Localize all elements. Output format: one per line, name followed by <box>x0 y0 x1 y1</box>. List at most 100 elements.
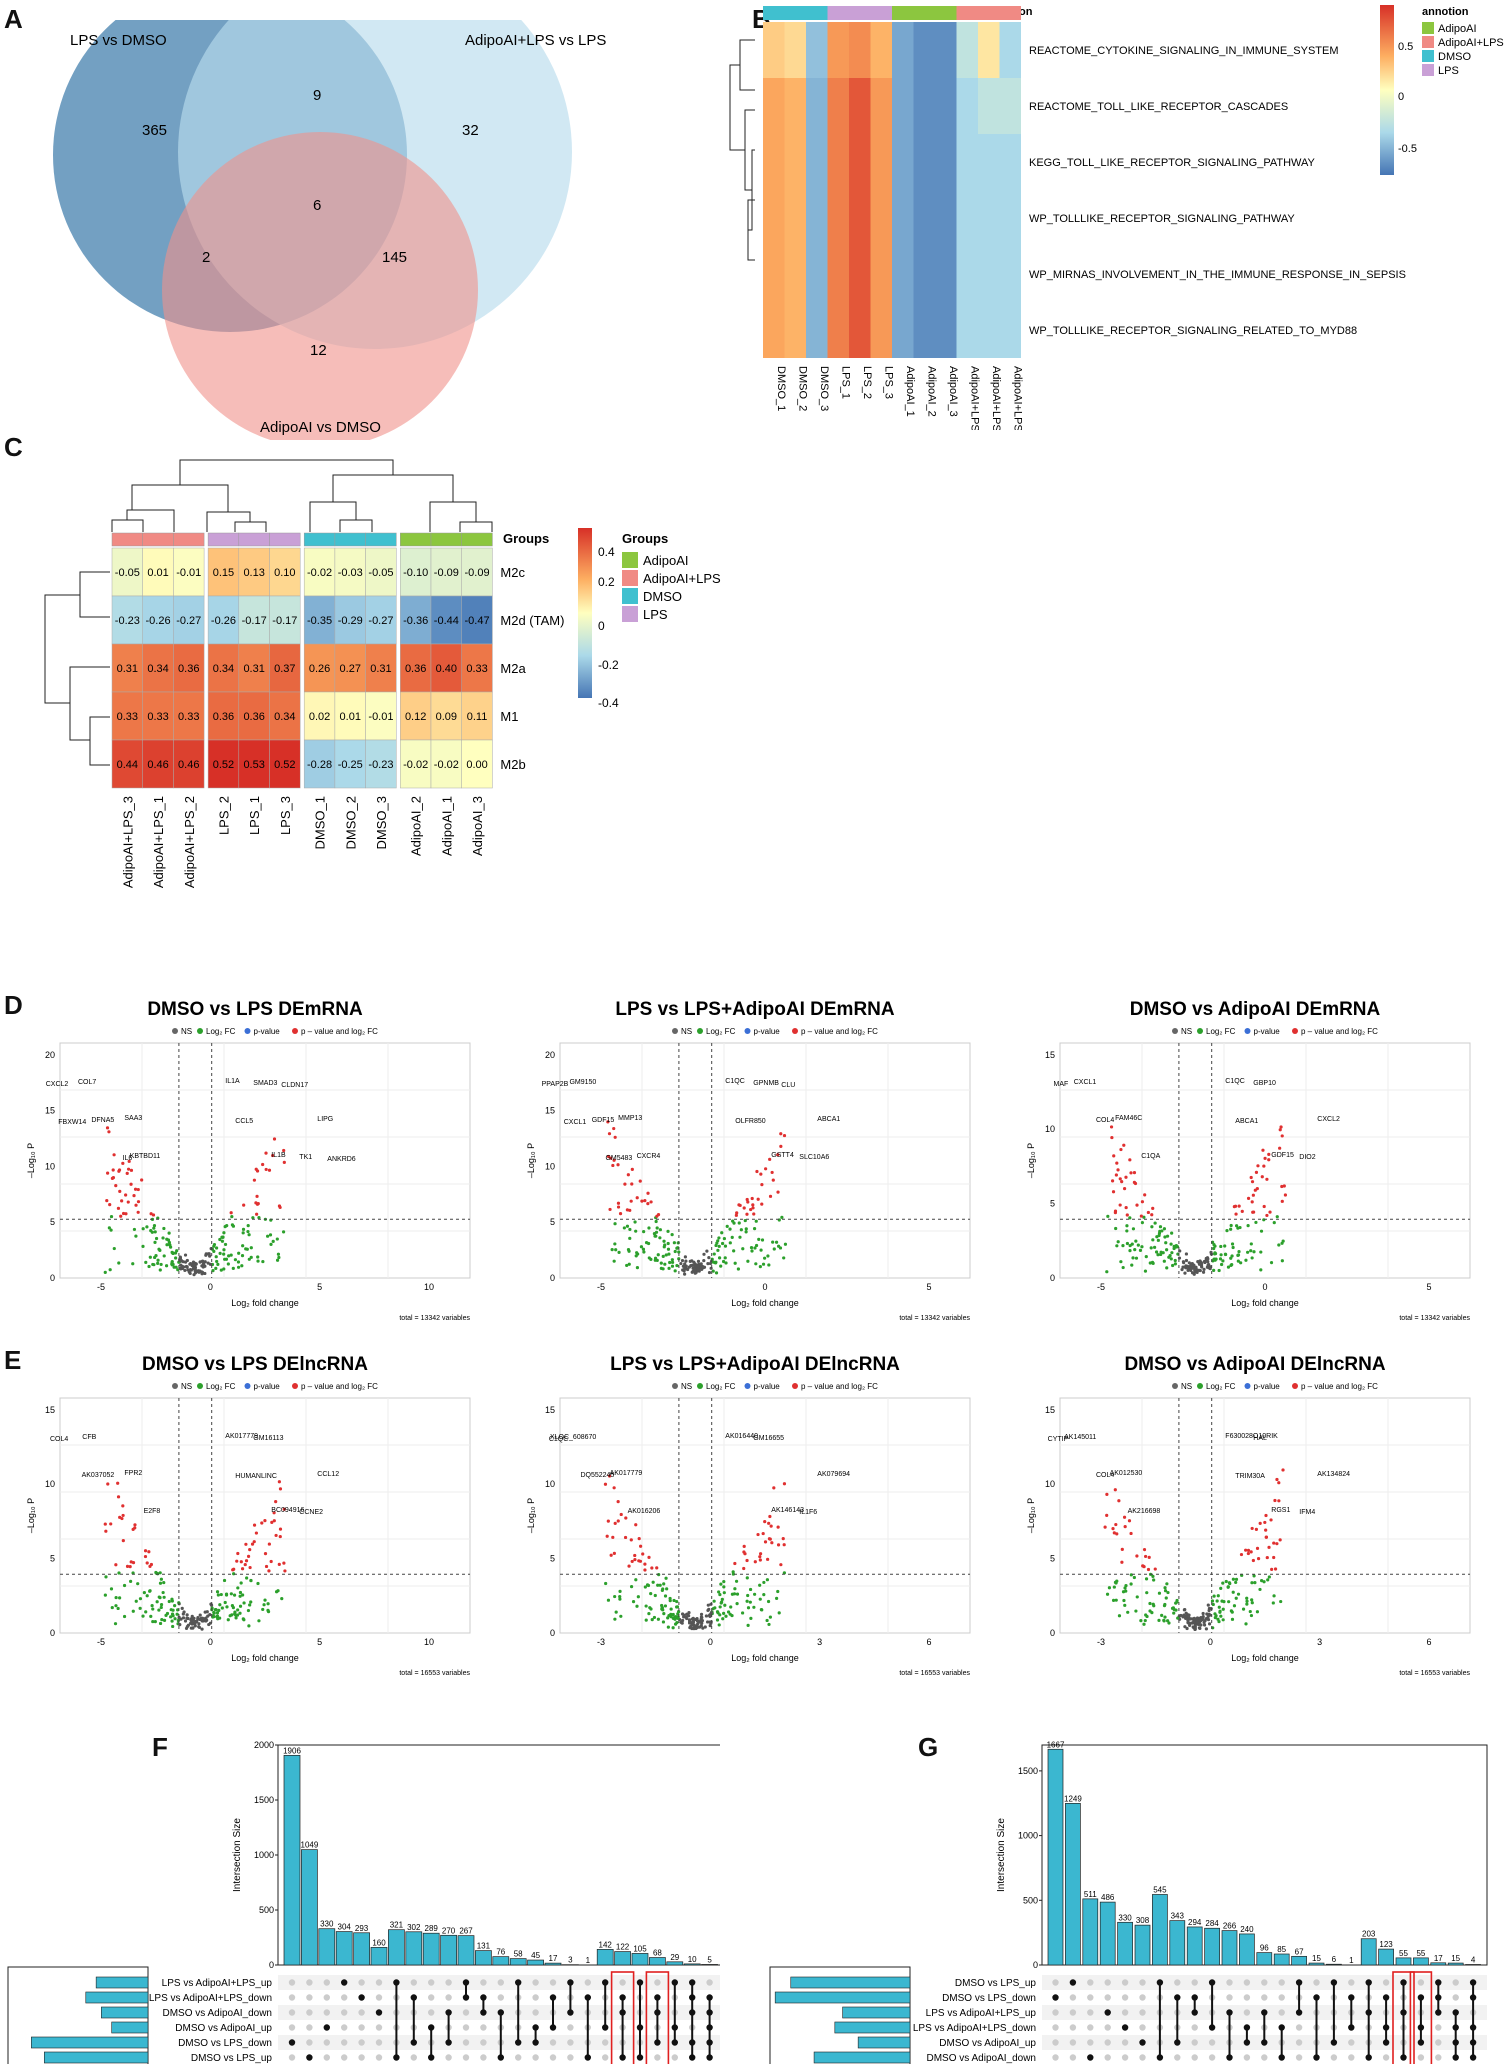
data-point <box>1263 1520 1267 1525</box>
matrix-dot <box>375 2009 383 2016</box>
data-point <box>110 1176 114 1180</box>
column-label: AdipoAI+LPS_2 <box>182 796 197 888</box>
data-point <box>1282 1184 1286 1188</box>
data-point <box>240 1567 245 1571</box>
data-point <box>1212 1268 1216 1272</box>
matrix-dot <box>323 2009 330 2016</box>
data-point <box>644 1241 649 1245</box>
data-point <box>1224 1579 1228 1584</box>
legend-dot <box>1292 1028 1298 1034</box>
data-point <box>109 1228 113 1232</box>
data-point <box>1150 1225 1154 1229</box>
data-point <box>143 1549 148 1553</box>
data-point <box>1195 1620 1199 1624</box>
data-point <box>760 1238 765 1242</box>
data-point <box>1111 1190 1116 1194</box>
gene-label: AK146143 <box>771 1507 804 1514</box>
data-point <box>117 1261 121 1265</box>
bar-value: 96 <box>1260 1944 1269 1953</box>
heatmap-cell <box>978 134 1000 190</box>
data-point <box>116 1495 121 1499</box>
data-point <box>104 1529 108 1533</box>
data-point <box>776 1190 780 1194</box>
highlight-box <box>1392 1971 1415 2064</box>
data-point <box>661 1620 666 1624</box>
data-point <box>1170 1231 1174 1235</box>
data-point <box>162 1618 167 1622</box>
data-point <box>1162 1259 1166 1263</box>
legend-title-b: annotion <box>1422 6 1469 18</box>
intersection-bar <box>1447 1962 1464 1966</box>
data-point <box>222 1578 227 1583</box>
gene-label: CXCL1 <box>564 1119 587 1126</box>
data-point <box>158 1581 163 1585</box>
data-point <box>1236 1592 1241 1596</box>
y-tick: 1500 <box>1018 1766 1038 1776</box>
legend-label: p – value and log₂ FC <box>301 1382 378 1391</box>
matrix-dot <box>1069 2024 1077 2031</box>
data-point <box>1156 1238 1160 1242</box>
x-tick: -5 <box>97 1282 105 1292</box>
data-point <box>1234 1212 1238 1216</box>
data-point <box>1167 1255 1171 1259</box>
data-point <box>1180 1268 1184 1272</box>
data-point <box>751 1206 755 1210</box>
legend-label: p – value and log₂ FC <box>801 1027 878 1036</box>
data-point <box>663 1243 667 1247</box>
data-point <box>1228 1581 1232 1586</box>
data-point <box>778 1246 783 1250</box>
data-point <box>164 1264 169 1268</box>
data-point <box>254 1167 258 1171</box>
data-point <box>1213 1616 1217 1620</box>
cell-value: -0.09 <box>434 567 459 579</box>
data-point <box>656 1583 660 1587</box>
data-point <box>157 1608 161 1612</box>
bar-value: 131 <box>477 1942 491 1951</box>
data-point <box>218 1251 222 1256</box>
column-label: DMSO_1 <box>775 366 787 411</box>
heatmap-cell <box>142 595 174 645</box>
data-point <box>701 1626 705 1630</box>
data-point <box>1283 1193 1288 1197</box>
data-point <box>616 1205 621 1209</box>
group-annotation-cell <box>365 532 397 547</box>
data-point <box>1163 1615 1167 1619</box>
matrix-dot <box>288 1994 296 2001</box>
data-point <box>752 1227 757 1231</box>
data-point <box>158 1621 163 1626</box>
data-point <box>699 1262 703 1267</box>
data-point <box>752 1212 756 1216</box>
set-label: LPS vs AdipoAI+LPS_down <box>913 2023 1036 2034</box>
bar-value: 330 <box>320 1920 334 1929</box>
data-point <box>1206 1603 1210 1607</box>
column-label: LPS_3 <box>882 366 894 399</box>
intersection-bar <box>527 1959 544 1966</box>
data-point <box>145 1225 149 1229</box>
data-point <box>753 1246 757 1250</box>
data-point <box>668 1260 672 1265</box>
data-point <box>1184 1252 1189 1256</box>
data-point <box>1267 1158 1271 1162</box>
data-point <box>1245 1599 1249 1603</box>
data-point <box>246 1229 250 1234</box>
data-point <box>1273 1567 1278 1571</box>
data-point <box>1206 1260 1210 1264</box>
data-point <box>1212 1594 1216 1598</box>
data-point <box>192 1616 196 1621</box>
data-point <box>735 1592 740 1596</box>
data-point <box>167 1599 171 1604</box>
gene-label: AK079694 <box>817 1471 850 1478</box>
matrix-dot <box>1191 2024 1198 2031</box>
data-point <box>699 1612 704 1616</box>
data-point <box>1255 1546 1260 1550</box>
data-point <box>167 1240 171 1245</box>
data-point <box>1199 1623 1203 1627</box>
data-point <box>1249 1175 1253 1180</box>
data-point <box>770 1170 774 1175</box>
cell-value: 0.36 <box>243 711 264 723</box>
heatmap-cell <box>999 78 1021 134</box>
data-point <box>1229 1609 1233 1613</box>
data-point <box>272 1137 277 1141</box>
cell-value: 0.33 <box>117 711 138 723</box>
